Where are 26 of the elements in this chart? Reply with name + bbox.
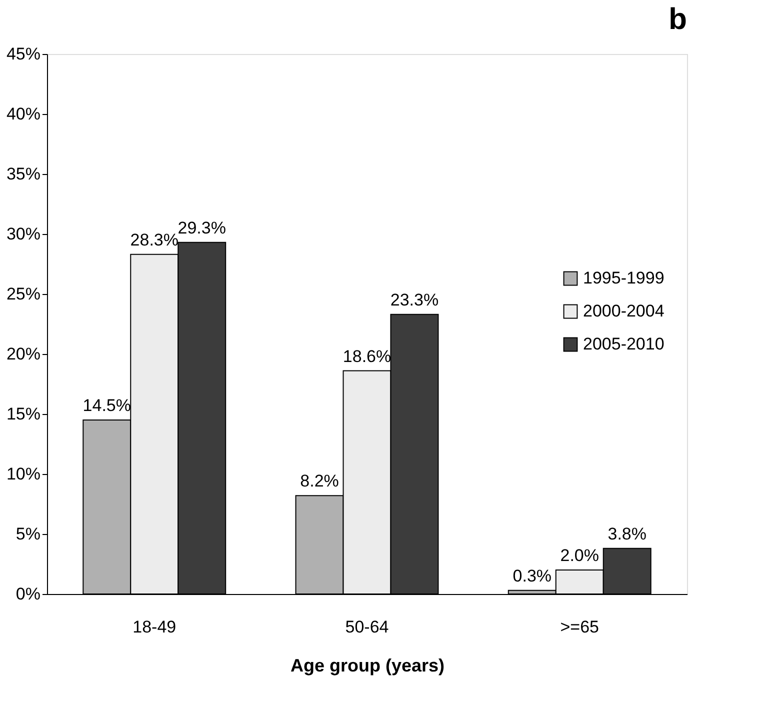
y-tick-label: 30%: [6, 224, 40, 244]
y-tick-label: 5%: [16, 524, 40, 544]
data-label: 28.3%: [130, 230, 178, 250]
data-label: 8.2%: [300, 472, 339, 491]
data-label: 2.0%: [560, 546, 599, 565]
y-tick-label: 45%: [6, 44, 40, 64]
legend-label: 2000-2004: [583, 302, 664, 320]
y-tick-label: 35%: [6, 164, 40, 184]
x-tick-label: 50-64: [345, 618, 389, 636]
chart-title: b: [668, 3, 687, 36]
legend-label: 2005-2010: [583, 334, 664, 354]
data-label: 0.3%: [512, 566, 552, 586]
x-tick-label: 18-49: [132, 618, 176, 636]
y-tick-label: 10%: [6, 464, 40, 484]
y-tick-label: 0%: [16, 584, 40, 604]
x-tick-label: >=65: [560, 618, 600, 636]
data-label: 18.6%: [342, 346, 392, 366]
legend-label: 1995-1999: [583, 268, 664, 288]
y-tick-label: 25%: [6, 284, 40, 304]
data-label: 23.3%: [390, 290, 439, 310]
y-tick-label: 20%: [6, 344, 40, 364]
data-label: 29.3%: [178, 218, 226, 238]
data-label: 3.8%: [608, 524, 646, 544]
y-tick-label: 40%: [6, 104, 40, 124]
x-axis-title: Age group (years): [290, 656, 445, 676]
y-tick-label: 15%: [6, 404, 40, 424]
